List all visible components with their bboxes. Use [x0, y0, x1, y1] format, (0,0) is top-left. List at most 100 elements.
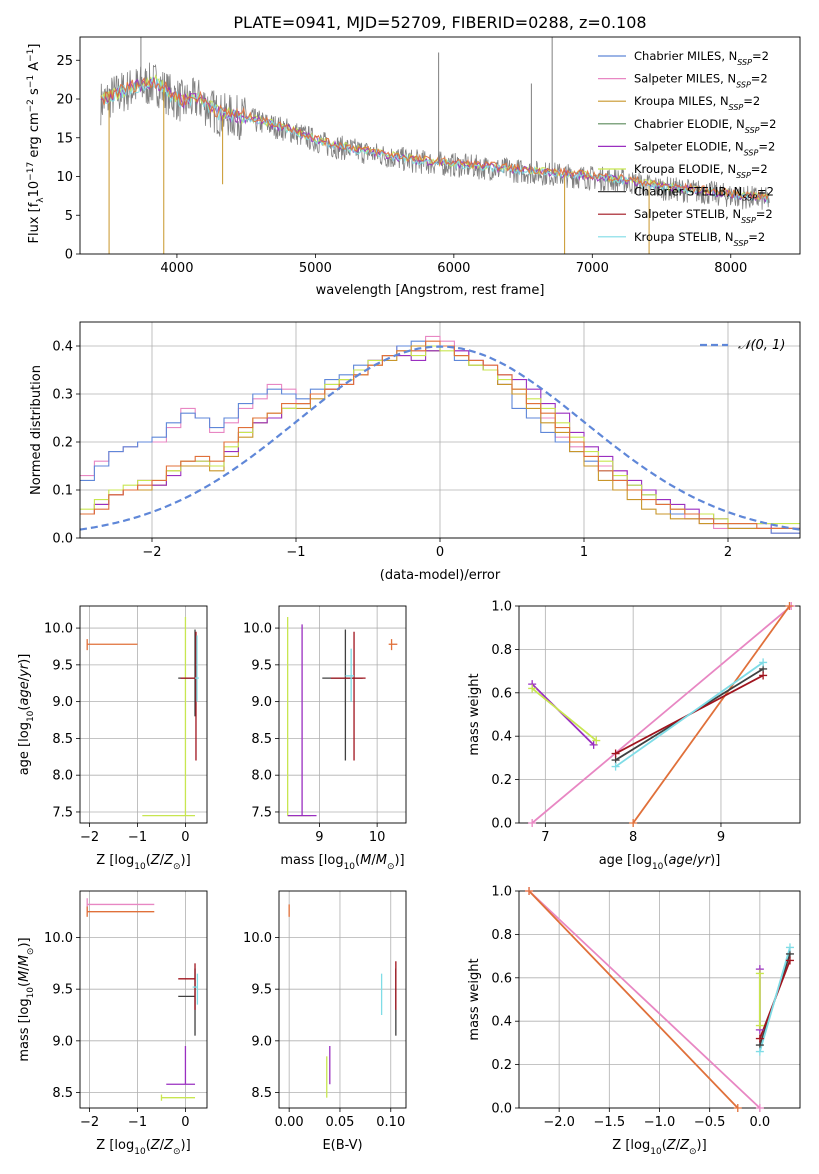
x-axis-label: wavelength [Angstrom, rest frame] [316, 283, 545, 298]
plot-area [80, 335, 800, 534]
weight-marker [755, 1104, 764, 1112]
axes-frame [278, 605, 407, 824]
normal-distribution-curve [80, 345, 800, 531]
y-tick-label: 15 [56, 131, 73, 146]
x-tick-label: 9 [315, 830, 323, 845]
x-tick-label: 0 [436, 545, 444, 560]
axes-frame [518, 605, 801, 824]
y-tick-label: 0.8 [491, 643, 512, 658]
y-tick-label: 1.0 [491, 885, 512, 900]
legend-entry: Chabrier ELODIE, NSSP=2 [634, 117, 776, 135]
x-tick-label: −1 [128, 830, 147, 845]
y-tick-label: 1.0 [491, 600, 512, 615]
grid [80, 606, 207, 823]
y-tick-label: 10.0 [44, 931, 73, 946]
weight-line [531, 606, 792, 823]
legend-entry: Chabrier STELIB, NSSP=2 [634, 185, 774, 203]
axes-frame [278, 890, 407, 1109]
x-tick-label: 5000 [299, 261, 332, 276]
grid [279, 606, 406, 823]
panel-age-vs-z: −2 −1 0 7.5 8.0 8.5 9.0 9.5 10.0 Z [log10(Z/Z⊙)] a… [17, 605, 208, 872]
legend-entry: Kroupa ELODIE, NSSP=2 [634, 162, 768, 180]
y-tick-label: 8.5 [52, 1086, 73, 1101]
x-tick-label: 0.0 [750, 1115, 771, 1130]
x-tick-label: 7000 [576, 261, 609, 276]
x-axis-label: E(B-V) [322, 1138, 362, 1153]
y-tick-label: 10.0 [44, 622, 73, 637]
x-tick-label: 0 [181, 1115, 189, 1130]
x-tick-label: 0.10 [376, 1115, 405, 1130]
panel-spectrum: 4000 5000 6000 7000 8000 0 5 10 15 20 25 wavelength… [26, 36, 801, 298]
weight-line [632, 606, 791, 823]
y-tick-label: 9.0 [52, 1034, 73, 1049]
grid [519, 605, 800, 824]
weight-marker [755, 1047, 764, 1056]
y-tick-label: 9.5 [52, 983, 73, 998]
plot-area [287, 617, 398, 817]
y-tick-label: 0.6 [491, 686, 512, 701]
legend-entry: 𝒩(0, 1) [738, 338, 785, 353]
x-tick-label: 0 [181, 830, 189, 845]
legend-entry: Kroupa MILES, NSSP=2 [634, 94, 760, 112]
x-tick-label: 1 [580, 545, 588, 560]
x-tick-label: 4000 [160, 261, 193, 276]
weight-marker [611, 762, 620, 771]
chart-title: PLATE=0941, MJD=52709, FIBERID=0288, z=0… [233, 13, 646, 32]
y-tick-label: 0.3 [52, 388, 73, 403]
x-tick-label: 0.05 [325, 1115, 354, 1130]
y-tick-label: 0.6 [491, 971, 512, 986]
weight-marker [528, 819, 537, 827]
y-axis-label: Flux [fλ10−17 erg cm−2 s−1 A−1] [26, 44, 46, 244]
y-tick-label: 10.0 [243, 622, 272, 637]
plot-area [100, 37, 770, 254]
y-tick-label: 8.0 [251, 769, 272, 784]
y-tick-label: 8.5 [251, 1086, 272, 1101]
x-tick-label: 6000 [437, 261, 470, 276]
x-tick-label: −2 [80, 830, 99, 845]
weight-marker [759, 658, 768, 667]
weight-marker [733, 1104, 742, 1112]
weight-marker [525, 887, 534, 895]
weight-marker [592, 736, 601, 745]
weight-marker [629, 819, 638, 827]
y-tick-label: 0.1 [52, 484, 73, 499]
weight-marker [528, 684, 537, 693]
panel-weight-vs-age: 7 8 9 0.0 0.2 0.4 0.6 0.8 1.0 age [log10(age/yr)]… [467, 600, 801, 872]
weight-line [531, 687, 597, 742]
x-tick-label: 8000 [714, 261, 747, 276]
y-tick-label: 0.2 [52, 436, 73, 451]
weight-marker [785, 956, 794, 965]
plot-area [86, 617, 199, 817]
weight-marker [785, 602, 794, 610]
x-tick-label: 0.00 [275, 1115, 304, 1130]
y-tick-label: 5 [65, 209, 73, 224]
y-tick-label: 7.5 [251, 805, 272, 820]
y-tick-label: 0.0 [491, 817, 512, 832]
plot-area [86, 898, 199, 1101]
weight-marker [785, 943, 794, 952]
y-axis-label: mass [log10(M/M⊙)] [17, 937, 36, 1061]
weight-line [528, 891, 739, 1108]
y-axis-label: Normed distribution [29, 365, 44, 495]
y-tick-label: 0 [65, 248, 73, 263]
model-spectrum-line [100, 76, 770, 205]
plot-area [531, 606, 792, 823]
x-tick-label: −1.0 [644, 1115, 676, 1130]
y-tick-label: 0.4 [491, 730, 512, 745]
y-tick-label: 10.0 [243, 931, 272, 946]
x-axis-label: (data-model)/error [380, 568, 501, 583]
weight-line [758, 947, 791, 1052]
weight-marker [755, 969, 764, 978]
legend-entry: Salpeter MILES, NSSP=2 [634, 72, 768, 90]
x-tick-label: 10 [369, 830, 386, 845]
x-tick-label: −0.5 [694, 1115, 726, 1130]
y-tick-label: 9.0 [251, 695, 272, 710]
x-axis-label: Z [log10(Z/Z⊙)] [96, 853, 190, 872]
grid [80, 322, 800, 539]
axes-frame [79, 605, 208, 824]
y-tick-label: 0.8 [491, 928, 512, 943]
weight-marker [759, 671, 768, 680]
x-tick-label: −1.5 [594, 1115, 626, 1130]
x-tick-label: −2.0 [543, 1115, 575, 1130]
